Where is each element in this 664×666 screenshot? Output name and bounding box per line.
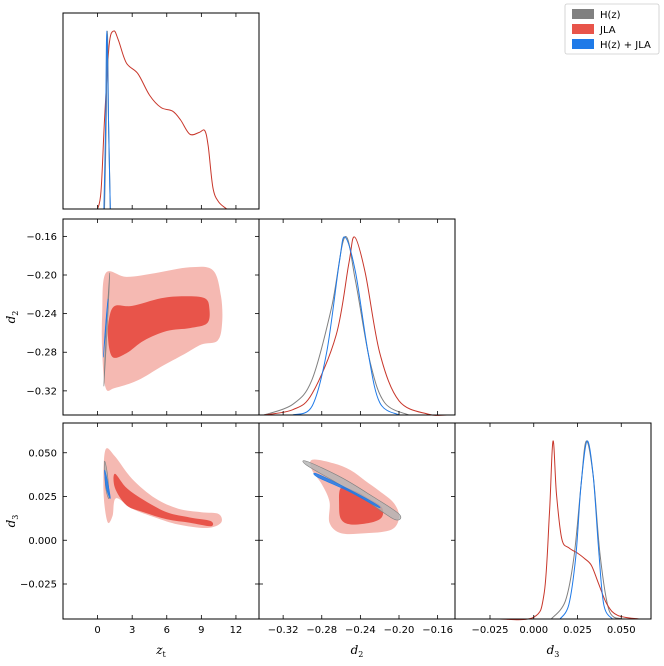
x-tick-label-z_t-4: 12 [230,625,243,636]
marginal-d_3-hz [550,440,622,620]
marginal-d_3-jla [498,440,639,621]
x-tick-label-d_2-1: −0.28 [306,625,337,636]
x-axis-label-d3: d3 [547,643,560,659]
frame-marginal-z_t [62,12,260,210]
contour-d3_vs_d2-jla-68 [338,487,384,525]
legend-label-jla: JLA [599,25,616,36]
frame-marginal-d_3 [454,422,652,620]
legend-label-hz: H(z) [600,10,621,21]
marginal-d_2-jla [263,236,448,416]
y-tick-label-d_3-2: 0.025 [28,492,57,503]
y-tick-label-d_2-4: −0.16 [26,232,57,243]
frame-d3_vs_zt [62,422,260,620]
x-tick-label-d_3-3: 0.050 [607,625,636,636]
x-tick-label-z_t-2: 6 [164,625,170,636]
x-tick-label-z_t-0: 0 [94,625,100,636]
legend: H(z) JLA H(z) + JLA [564,3,660,55]
frame-d2_vs_zt [62,218,260,416]
frame-marginal-d_2 [258,218,456,416]
marginal-d_3-hzjla [559,440,613,620]
y-axis-label-d3: d3 [4,515,20,528]
legend-label-combined: H(z) + JLA [600,40,651,51]
x-tick-label-d_2-0: −0.32 [268,625,299,636]
x-tick-label-d_2-4: −0.16 [422,625,453,636]
legend-swatch-jla [572,24,594,34]
marginal-z_t-hzjla [103,30,111,210]
y-tick-label-d_2-2: −0.24 [26,309,57,320]
y-tick-label-d_3-1: 0.000 [28,536,57,547]
contour-d2_vs_zt-combined [103,298,109,358]
y-tick-label-d_3-3: 0.050 [28,448,57,459]
x-tick-label-d_2-3: −0.20 [384,625,415,636]
y-tick-label-d_3-0: −0.025 [20,580,57,591]
marginal-d_2-hz [263,236,409,416]
x-tick-label-z_t-3: 9 [198,625,204,636]
y-axis-label-d2: d2 [4,311,20,324]
x-tick-label-z_t-1: 3 [129,625,135,636]
contour-d2_vs_zt-jla-68 [107,296,210,358]
marginal-d_2-hzjla [292,236,400,416]
x-tick-label-d_3-0: −0.025 [471,625,508,636]
x-tick-label-d_3-2: 0.025 [563,625,592,636]
x-axis-label-d2: d2 [351,643,364,659]
contour-d3_vs_zt-jla-68 [113,473,214,527]
y-tick-label-d_2-1: −0.28 [26,348,57,359]
contour-d3_vs_d2-combined [313,472,381,509]
marginal-z_t-jla [97,30,228,210]
y-tick-label-d_2-0: −0.32 [26,386,57,397]
contour-d2_vs_zt-hz [103,272,111,387]
contour-d3_vs_zt-combined [104,469,111,499]
frame-d3_vs_d2 [258,422,456,620]
legend-swatch-hz [572,9,594,19]
x-tick-label-d_2-2: −0.24 [345,625,376,636]
y-tick-label-d_2-3: −0.20 [26,271,57,282]
legend-swatch-combined [572,39,594,49]
x-tick-label-d_3-1: 0.000 [519,625,548,636]
x-axis-label-zt: zt [155,643,166,659]
